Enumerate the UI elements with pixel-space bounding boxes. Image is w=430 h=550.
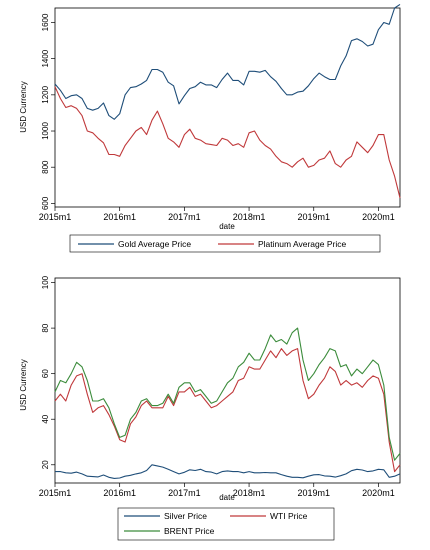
chart-2-series-lines xyxy=(54,327,401,479)
legend-label: Platinum Average Price xyxy=(258,239,346,249)
chart-2-legend: Silver Price WTI Price BRENT Price xyxy=(124,511,308,536)
series-line-silver-price xyxy=(55,464,401,479)
chart-2-x-tick-label: 2020m1 xyxy=(362,488,395,498)
chart-1-y-axis: 600 800 1000 1200 1400 1600 xyxy=(41,13,55,210)
chart-2-plot-frame xyxy=(54,277,401,484)
chart-2-x-tick-label: 2017m1 xyxy=(168,488,201,498)
chart-1-y-tick-label: 1000 xyxy=(41,122,50,140)
legend-label: WTI Price xyxy=(270,511,308,521)
chart-2-x-tick-label: 2018m1 xyxy=(233,488,266,498)
chart-1-x-tick-label: 2017m1 xyxy=(168,212,201,222)
chart-1-legend: Gold Average Price Platinum Average Price xyxy=(78,239,346,249)
chart-2-y-tick-label: 60 xyxy=(41,369,50,378)
chart-2-y-tick-label: 40 xyxy=(41,414,50,423)
chart-1-y-tick-label: 1600 xyxy=(41,13,50,31)
chart-1-x-tick-label: 2015m1 xyxy=(39,212,72,222)
chart-1-y-axis-label: USD Currency xyxy=(19,81,28,133)
legend-label: BRENT Price xyxy=(164,526,215,536)
chart-2-x-tick-label: 2015m1 xyxy=(39,488,72,498)
chart-2-y-axis-label: USD Currency xyxy=(19,359,28,411)
legend-label: Silver Price xyxy=(164,511,207,521)
chart-1-y-tick-label: 1200 xyxy=(41,85,50,103)
chart-1-x-tick-label: 2019m1 xyxy=(297,212,330,222)
chart-2-y-tick-label: 80 xyxy=(41,323,50,332)
chart-1-x-tick-label: 2016m1 xyxy=(103,212,136,222)
chart-1-x-axis: 2015m1 2016m1 2017m1 2018m1 2019m1 2020m1 xyxy=(39,207,395,222)
series-line-brent-price xyxy=(54,327,401,461)
legend-label: Gold Average Price xyxy=(118,239,191,249)
series-line-wti-price xyxy=(54,348,401,473)
chart-2-x-tick-label: 2016m1 xyxy=(103,488,136,498)
chart-1-plot-frame xyxy=(54,7,401,208)
chart-2-y-tick-label: 100 xyxy=(41,275,50,289)
chart-gold-platinum: 600 800 1000 1200 1400 1600 2015m1 2016m1 2017m… xyxy=(19,3,401,253)
chart-silver-oil: 20 40 60 80 100 2015m1 2016m1 2017m1 2018m1 2019… xyxy=(19,275,401,541)
chart-2-x-tick-label: 2019m1 xyxy=(297,488,330,498)
chart-1-x-tick-label: 2018m1 xyxy=(233,212,266,222)
chart-2-legend-box xyxy=(117,507,335,541)
chart-1-x-tick-label: 2020m1 xyxy=(362,212,395,222)
series-line-gold-average-price xyxy=(54,3,401,120)
chart-1-y-tick-label: 800 xyxy=(41,160,50,174)
chart-2-x-axis-label: date xyxy=(219,493,235,502)
chart-1-y-tick-label: 600 xyxy=(41,196,50,210)
series-line-platinum-average-price xyxy=(54,86,401,199)
chart-1-series-lines xyxy=(54,3,401,199)
chart-2-y-axis: 20 40 60 80 100 xyxy=(41,275,55,469)
chart-1-x-axis-label: date xyxy=(219,222,235,231)
chart-2-x-axis: 2015m1 2016m1 2017m1 2018m1 2019m1 2020m1 xyxy=(39,483,395,498)
chart-2-y-tick-label: 20 xyxy=(41,460,50,469)
chart-1-y-tick-label: 1400 xyxy=(41,49,50,67)
